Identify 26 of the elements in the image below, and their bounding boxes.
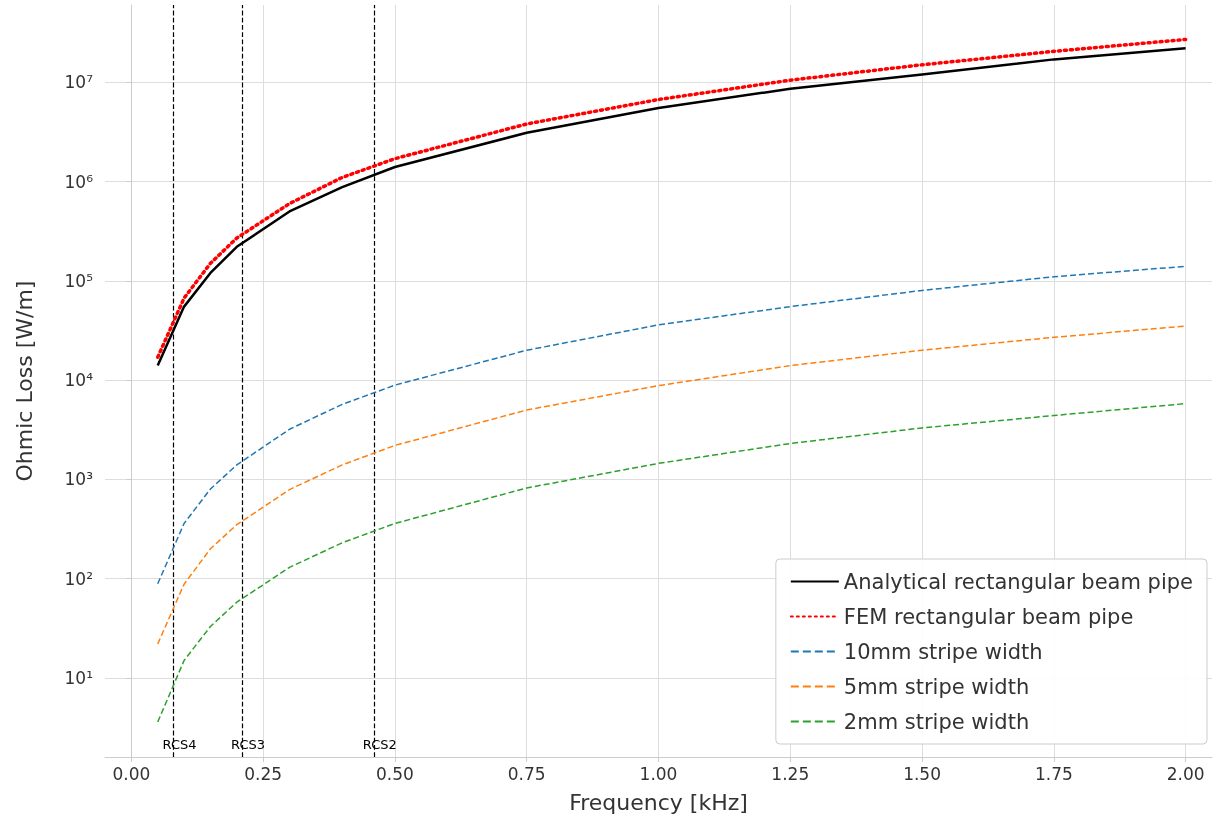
ref-line-label: RCS2 bbox=[362, 737, 397, 752]
legend-label: Analytical rectangular beam pipe bbox=[843, 569, 1194, 594]
x-tick-label: 2.00 bbox=[1166, 763, 1205, 784]
y-tick-label: 10⁷ bbox=[64, 72, 94, 93]
legend-label: FEM rectangular beam pipe bbox=[843, 604, 1134, 629]
x-tick-label: 1.00 bbox=[639, 763, 678, 784]
x-axis-title: Frequency [kHz] bbox=[569, 789, 748, 815]
x-tick-label: 1.75 bbox=[1034, 763, 1073, 784]
y-tick-label: 10⁵ bbox=[64, 270, 93, 291]
legend-label: 10mm stripe width bbox=[843, 639, 1043, 664]
y-tick-label: 10³ bbox=[64, 469, 93, 490]
y-tick-label: 10⁶ bbox=[64, 171, 94, 192]
y-axis-title: Ohmic Loss [W/m] bbox=[11, 280, 37, 482]
ref-line-label: RCS3 bbox=[231, 737, 266, 752]
x-tick-label: 0.00 bbox=[112, 763, 151, 784]
x-tick-label: 1.25 bbox=[771, 763, 810, 784]
y-tick-label: 10⁴ bbox=[64, 370, 94, 391]
ref-line-label: RCS4 bbox=[162, 737, 197, 752]
legend-label: 2mm stripe width bbox=[843, 709, 1030, 734]
x-tick-label: 0.75 bbox=[507, 763, 546, 784]
x-tick-label: 0.25 bbox=[244, 763, 283, 784]
legend-label: 5mm stripe width bbox=[843, 674, 1030, 699]
y-tick-label: 10² bbox=[64, 568, 93, 589]
y-tick-label: 10¹ bbox=[64, 667, 93, 688]
x-tick-label: 1.50 bbox=[903, 763, 941, 784]
x-tick-label: 0.50 bbox=[376, 763, 414, 784]
